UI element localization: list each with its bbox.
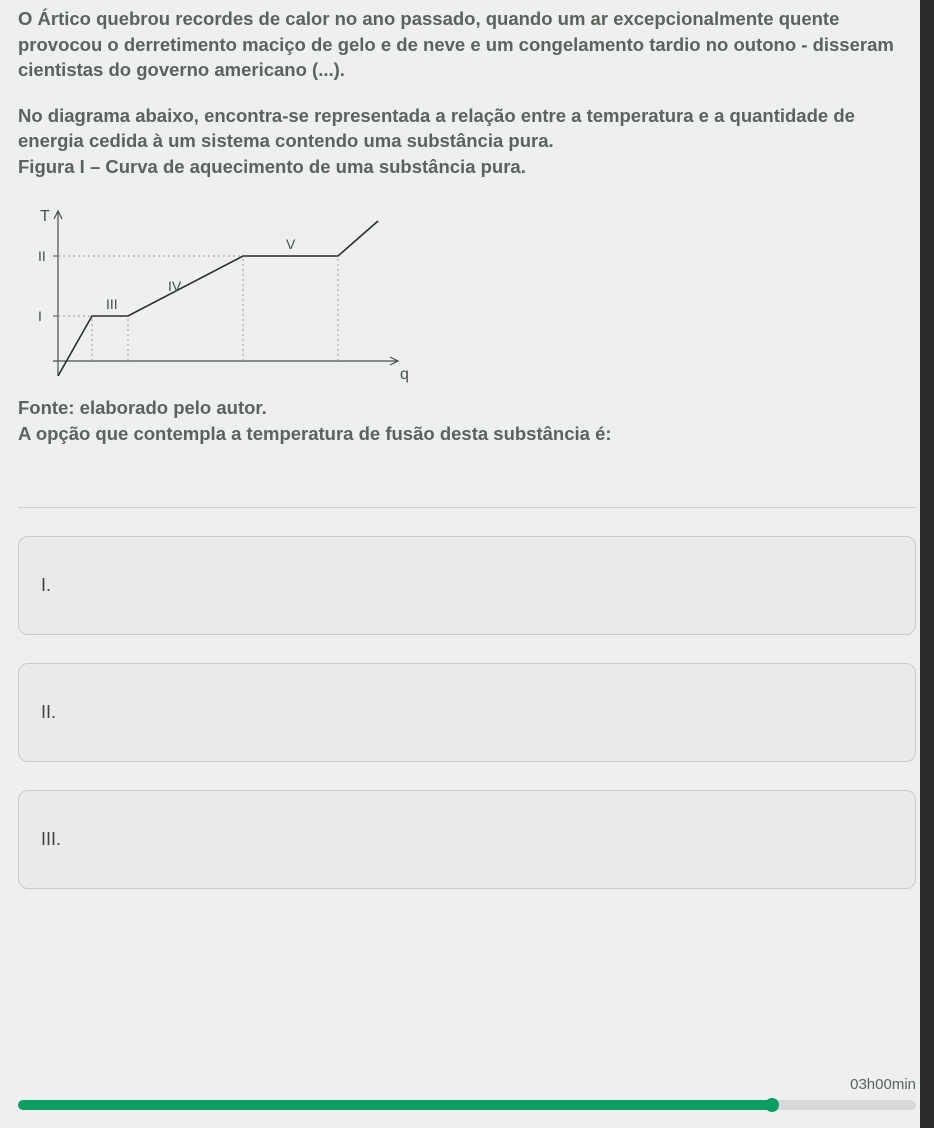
question-content: O Ártico quebrou recordes de calor no an… xyxy=(0,0,934,889)
right-edge-strip xyxy=(920,0,934,1128)
option-3[interactable]: III. xyxy=(18,790,916,889)
options-list: I. II. III. xyxy=(18,536,916,889)
svg-text:T: T xyxy=(40,208,50,225)
option-2[interactable]: II. xyxy=(18,663,916,762)
progress-track xyxy=(18,1100,916,1110)
svg-text:I: I xyxy=(38,308,42,324)
chart-svg: TqIIIIIIIVV xyxy=(18,201,418,386)
svg-text:V: V xyxy=(286,236,296,252)
heating-curve-chart: TqIIIIIIIVV xyxy=(18,201,916,391)
timer-label: 03h00min xyxy=(850,1076,916,1093)
svg-text:IV: IV xyxy=(168,278,182,294)
svg-text:q: q xyxy=(400,366,409,383)
svg-text:III: III xyxy=(106,296,118,312)
figure-label: Figura I – Curva de aquecimento de uma s… xyxy=(18,154,916,180)
intro-paragraph: O Ártico quebrou recordes de calor no an… xyxy=(18,6,916,83)
svg-text:II: II xyxy=(38,248,46,264)
footer: 03h00min xyxy=(18,1100,916,1110)
progress-dot-icon xyxy=(765,1098,779,1112)
divider xyxy=(18,507,916,508)
progress-fill xyxy=(18,1100,772,1110)
option-1[interactable]: I. xyxy=(18,536,916,635)
question-text: A opção que contempla a temperatura de f… xyxy=(18,423,916,445)
figure-source: Fonte: elaborado pelo autor. xyxy=(18,397,916,419)
context-paragraph: No diagrama abaixo, encontra-se represen… xyxy=(18,103,916,154)
